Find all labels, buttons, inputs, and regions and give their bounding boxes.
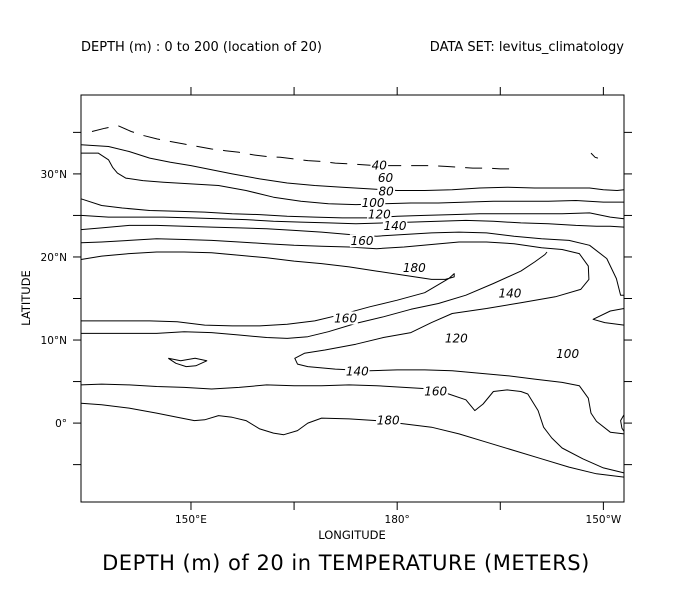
contour-label: 180 [403, 261, 426, 275]
contour-line-160 [81, 251, 548, 339]
contour-line-20 [590, 152, 599, 159]
contour-line-140 [80, 238, 625, 435]
axis-ticks [73, 87, 632, 510]
x-tick-label: 180° [385, 514, 410, 526]
contour-line-160 [80, 251, 455, 327]
contour-label: 140 [384, 219, 407, 233]
contour-line-180 [80, 402, 625, 478]
contour-labels: 4060801001201401601801601401201001401601… [333, 158, 580, 428]
contour-label: 60 [378, 171, 394, 185]
contour-label-bg [349, 234, 375, 248]
contour-label-bg [402, 260, 427, 274]
contour-lines [80, 125, 625, 478]
contour-line-80 [80, 198, 625, 220]
contour-label-bg [367, 207, 392, 221]
contour-label-bg [370, 158, 389, 172]
y-tick-label: 30°N [41, 169, 67, 181]
contour-label-bg [376, 413, 401, 427]
dataset-name-header: DATA SET: levitus_climatology [429, 40, 624, 55]
contour-line-60 [81, 152, 624, 206]
contour-label: 140 [346, 365, 369, 379]
contour-label-bg [333, 311, 358, 325]
contour-line-180 [168, 357, 208, 368]
contour-label: 140 [498, 287, 521, 301]
contour-label-bg [382, 219, 408, 233]
contour-label: 160 [334, 311, 357, 325]
contour-label: 100 [362, 196, 385, 210]
contour-label: 120 [445, 331, 468, 345]
x-tick-label: 150°W [586, 514, 622, 526]
y-tick-label: 20°N [41, 252, 67, 264]
x-tick-label: 150°E [175, 514, 207, 526]
y-tick-label: 0° [55, 418, 67, 430]
y-axis-label: LATITUDE [19, 270, 33, 326]
contour-label-bg [555, 347, 580, 361]
contour-label-bg [423, 384, 448, 398]
contour-label: 40 [372, 159, 388, 173]
y-tick-label: 10°N [41, 335, 67, 347]
contour-label-bg [444, 331, 469, 345]
contour-line-100 [592, 308, 625, 326]
contour-line-100 [620, 414, 625, 432]
contour-label-bg [345, 364, 370, 378]
chart-title: DEPTH (m) of 20 in TEMPERATURE (METERS) [102, 551, 590, 575]
contour-line-20 [91, 125, 514, 170]
contour-label: 160 [351, 234, 374, 248]
contour-label-bg [376, 171, 395, 185]
contour-label-bg [360, 195, 386, 209]
contour-line-120 [80, 224, 624, 296]
contour-label: 180 [377, 414, 400, 428]
contour-label: 120 [368, 208, 391, 222]
contour-line-40 [80, 144, 625, 191]
contour-line-180 [80, 383, 625, 474]
contour-label-bg [497, 286, 523, 300]
contour-label-bg [377, 184, 395, 198]
contour-label: 80 [379, 184, 395, 198]
x-axis-label: LONGITUDE [318, 528, 386, 542]
contour-label: 160 [424, 385, 447, 399]
contour-label: 100 [556, 347, 579, 361]
contour-line-100 [80, 214, 625, 228]
dataset-depth-header: DEPTH (m) : 0 to 200 (location of 20) [81, 40, 322, 55]
tick-labels: 150°E 180° 150°W 0° 10°N 20°N 30°N [41, 169, 622, 526]
